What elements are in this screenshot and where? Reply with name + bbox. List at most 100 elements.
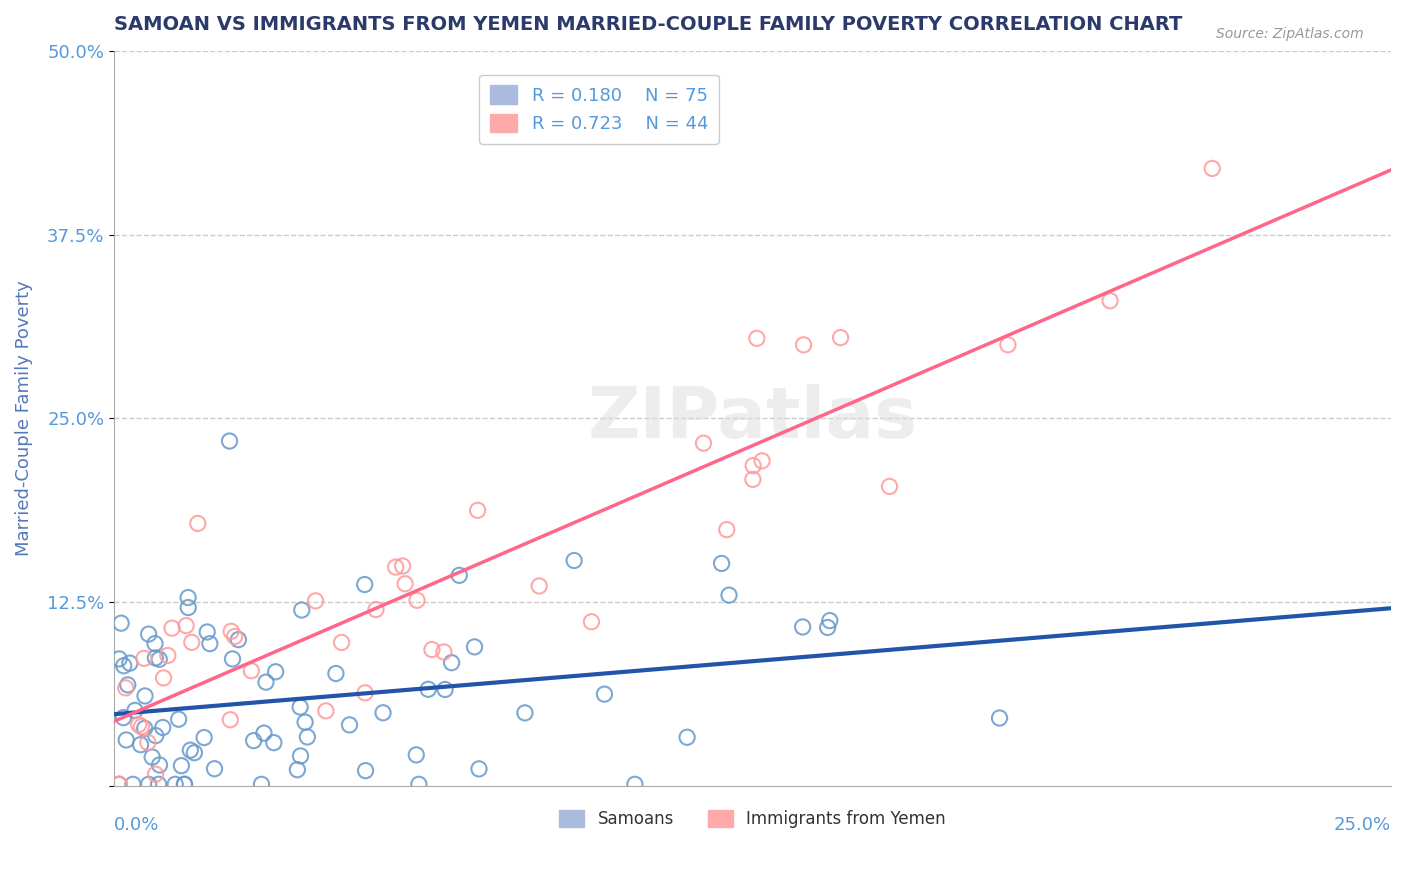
Point [418,682,440,697]
Point [420,642,443,657]
Point [218,434,240,448]
Point [240,664,263,678]
Point [315,704,337,718]
Point [830,330,852,344]
Point [221,652,243,666]
Point [529,579,551,593]
Point [148,777,170,791]
Point [250,777,273,791]
Point [145,729,167,743]
Point [110,616,132,631]
Y-axis label: Married-Couple Family Poverty: Married-Couple Family Poverty [15,280,32,557]
Point [742,458,765,473]
Point [242,733,264,747]
Point [145,651,167,665]
Point [406,593,429,607]
Point [593,687,616,701]
Point [167,712,190,726]
Point [467,503,489,517]
Point [108,652,131,666]
Point [128,717,150,731]
Point [253,726,276,740]
Point [177,600,200,615]
Point [112,658,135,673]
Point [463,640,485,654]
Point [179,743,201,757]
Point [228,632,250,647]
Point [219,713,242,727]
Point [817,620,839,634]
Point [160,621,183,635]
Point [148,758,170,772]
Point [177,591,200,605]
Point [114,681,136,695]
Point [219,624,242,639]
Point [391,559,413,574]
Point [141,750,163,764]
Point [129,738,152,752]
Point [716,523,738,537]
Point [204,762,226,776]
Point [1099,293,1122,308]
Point [434,682,457,697]
Point [879,479,901,493]
Point [330,635,353,649]
Point [818,614,841,628]
Point [288,700,311,714]
Point [988,711,1011,725]
Point [193,731,215,745]
Point [692,436,714,450]
Point [254,675,277,690]
Point [152,721,174,735]
Point [285,763,308,777]
Point [152,671,174,685]
Point [132,651,155,665]
Point [710,557,733,571]
Point [468,762,491,776]
Point [183,746,205,760]
Point [751,454,773,468]
Point [718,588,741,602]
Text: ZIPatlas: ZIPatlas [588,384,918,453]
Point [138,777,160,791]
Point [136,735,159,749]
Point [353,577,375,591]
Point [371,706,394,720]
Point [449,568,471,582]
Point [165,777,187,791]
Point [173,777,195,791]
Point [354,686,377,700]
Point [195,624,218,639]
Text: Source: ZipAtlas.com: Source: ZipAtlas.com [1216,27,1364,41]
Point [405,747,427,762]
Point [304,594,326,608]
Legend: Samoans, Immigrants from Yemen: Samoans, Immigrants from Yemen [551,801,953,836]
Point [394,576,416,591]
Point [174,618,197,632]
Point [384,560,406,574]
Point [433,645,456,659]
Point [170,758,193,772]
Point [124,703,146,717]
Point [581,615,603,629]
Point [291,603,314,617]
Point [290,748,312,763]
Text: SAMOAN VS IMMIGRANTS FROM YEMEN MARRIED-COUPLE FAMILY POVERTY CORRELATION CHART: SAMOAN VS IMMIGRANTS FROM YEMEN MARRIED-… [114,15,1182,34]
Point [408,777,430,791]
Point [122,777,145,791]
Point [624,777,647,791]
Point [741,472,763,486]
Point [224,630,246,644]
Point [134,689,156,703]
Point [156,648,179,663]
Point [117,678,139,692]
Point [131,720,153,734]
Point [1201,161,1223,176]
Point [513,706,536,720]
Point [793,338,815,352]
Point [354,764,377,778]
Point [339,718,361,732]
Point [562,553,585,567]
Point [364,602,387,616]
Point [263,736,285,750]
